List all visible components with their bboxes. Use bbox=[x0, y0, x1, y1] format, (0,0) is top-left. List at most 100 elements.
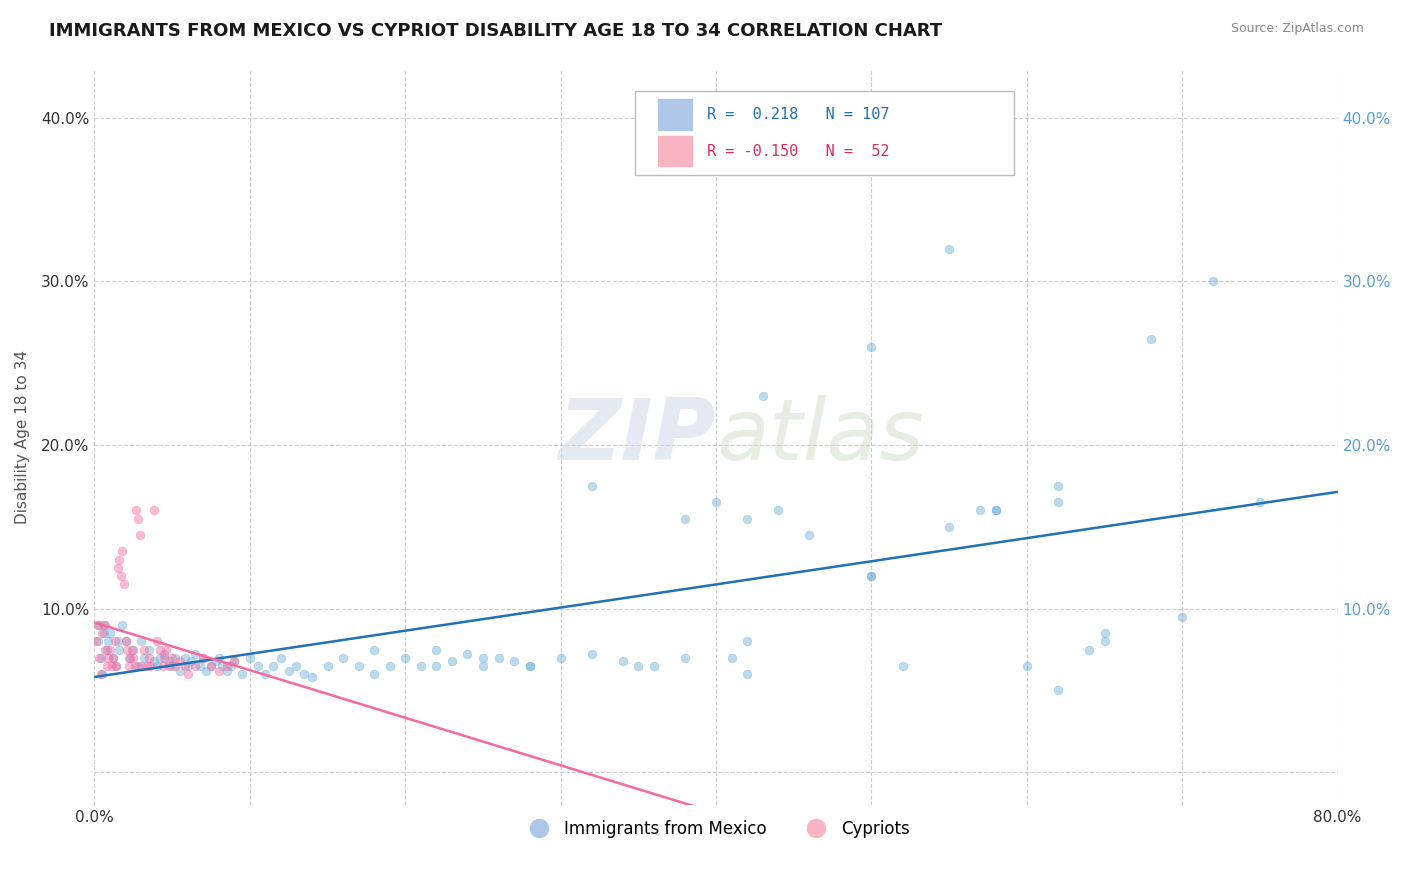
Point bbox=[1171, 609, 1194, 624]
Point bbox=[440, 654, 463, 668]
Point bbox=[177, 667, 200, 681]
Point bbox=[129, 659, 152, 673]
Text: IMMIGRANTS FROM MEXICO VS CYPRIOT DISABILITY AGE 18 TO 34 CORRELATION CHART: IMMIGRANTS FROM MEXICO VS CYPRIOT DISABI… bbox=[49, 22, 942, 40]
Point bbox=[860, 569, 883, 583]
Point bbox=[160, 659, 183, 673]
Point bbox=[301, 670, 323, 684]
Point bbox=[704, 495, 727, 509]
Point bbox=[114, 634, 136, 648]
Point bbox=[100, 659, 122, 673]
Point bbox=[184, 659, 207, 673]
Point bbox=[153, 648, 176, 662]
Point bbox=[285, 659, 308, 673]
Point bbox=[1094, 626, 1116, 640]
Point bbox=[108, 552, 131, 566]
Point bbox=[111, 618, 134, 632]
Point bbox=[93, 626, 115, 640]
Point bbox=[1015, 659, 1038, 673]
Point bbox=[751, 389, 773, 403]
Point bbox=[208, 650, 231, 665]
Point bbox=[142, 654, 165, 668]
Point bbox=[316, 659, 339, 673]
Point bbox=[90, 667, 112, 681]
Point bbox=[969, 503, 991, 517]
Point bbox=[134, 650, 156, 665]
Point bbox=[394, 650, 416, 665]
Point bbox=[735, 667, 758, 681]
Point bbox=[673, 650, 696, 665]
Point bbox=[112, 577, 135, 591]
Point bbox=[363, 667, 385, 681]
Point bbox=[519, 659, 541, 673]
Point bbox=[97, 650, 120, 665]
Point bbox=[262, 659, 284, 673]
Point bbox=[292, 667, 315, 681]
Point bbox=[173, 650, 195, 665]
Point bbox=[277, 664, 299, 678]
Point bbox=[270, 650, 292, 665]
Point bbox=[211, 659, 233, 673]
Point bbox=[107, 634, 129, 648]
Point bbox=[115, 642, 138, 657]
Legend: Immigrants from Mexico, Cypriots: Immigrants from Mexico, Cypriots bbox=[516, 814, 917, 845]
FancyBboxPatch shape bbox=[636, 91, 1014, 176]
Point bbox=[101, 650, 124, 665]
Point bbox=[125, 503, 148, 517]
Point bbox=[105, 659, 128, 673]
Point bbox=[165, 650, 187, 665]
Point bbox=[89, 618, 111, 632]
Point bbox=[735, 511, 758, 525]
Bar bbox=[658, 99, 692, 129]
Point bbox=[409, 659, 432, 673]
Point bbox=[128, 528, 150, 542]
Point bbox=[193, 650, 215, 665]
Point bbox=[98, 642, 121, 657]
Point bbox=[891, 659, 914, 673]
Point bbox=[1046, 495, 1069, 509]
Point bbox=[184, 648, 207, 662]
Point bbox=[347, 659, 370, 673]
Point bbox=[860, 340, 883, 354]
Point bbox=[108, 642, 131, 657]
Point bbox=[138, 642, 160, 657]
Point bbox=[149, 650, 172, 665]
Point bbox=[472, 659, 495, 673]
Point bbox=[224, 654, 246, 668]
Point bbox=[1078, 642, 1101, 657]
Point bbox=[107, 560, 129, 574]
Point bbox=[97, 634, 120, 648]
Point bbox=[224, 654, 246, 668]
Point bbox=[378, 659, 401, 673]
Point bbox=[612, 654, 634, 668]
Point bbox=[488, 650, 510, 665]
Point bbox=[208, 664, 231, 678]
Point bbox=[643, 659, 665, 673]
Point bbox=[1046, 683, 1069, 698]
Point bbox=[89, 650, 111, 665]
Point bbox=[204, 654, 226, 668]
Point bbox=[254, 667, 277, 681]
Point bbox=[86, 618, 108, 632]
Point bbox=[90, 650, 112, 665]
Point bbox=[114, 634, 136, 648]
Point bbox=[1046, 479, 1069, 493]
Point bbox=[193, 650, 215, 665]
Point bbox=[425, 659, 447, 673]
Text: atlas: atlas bbox=[716, 395, 924, 478]
Point bbox=[93, 618, 115, 632]
Point bbox=[246, 659, 269, 673]
Point bbox=[96, 642, 118, 657]
Point bbox=[799, 528, 821, 542]
Point bbox=[91, 626, 114, 640]
Point bbox=[173, 659, 195, 673]
Point bbox=[195, 664, 218, 678]
Point bbox=[122, 650, 145, 665]
Point bbox=[735, 634, 758, 648]
Point bbox=[138, 650, 160, 665]
Point bbox=[152, 659, 174, 673]
Point bbox=[157, 659, 180, 673]
Point bbox=[111, 544, 134, 558]
Point bbox=[503, 654, 526, 668]
Point bbox=[1140, 332, 1163, 346]
Point bbox=[94, 618, 117, 632]
